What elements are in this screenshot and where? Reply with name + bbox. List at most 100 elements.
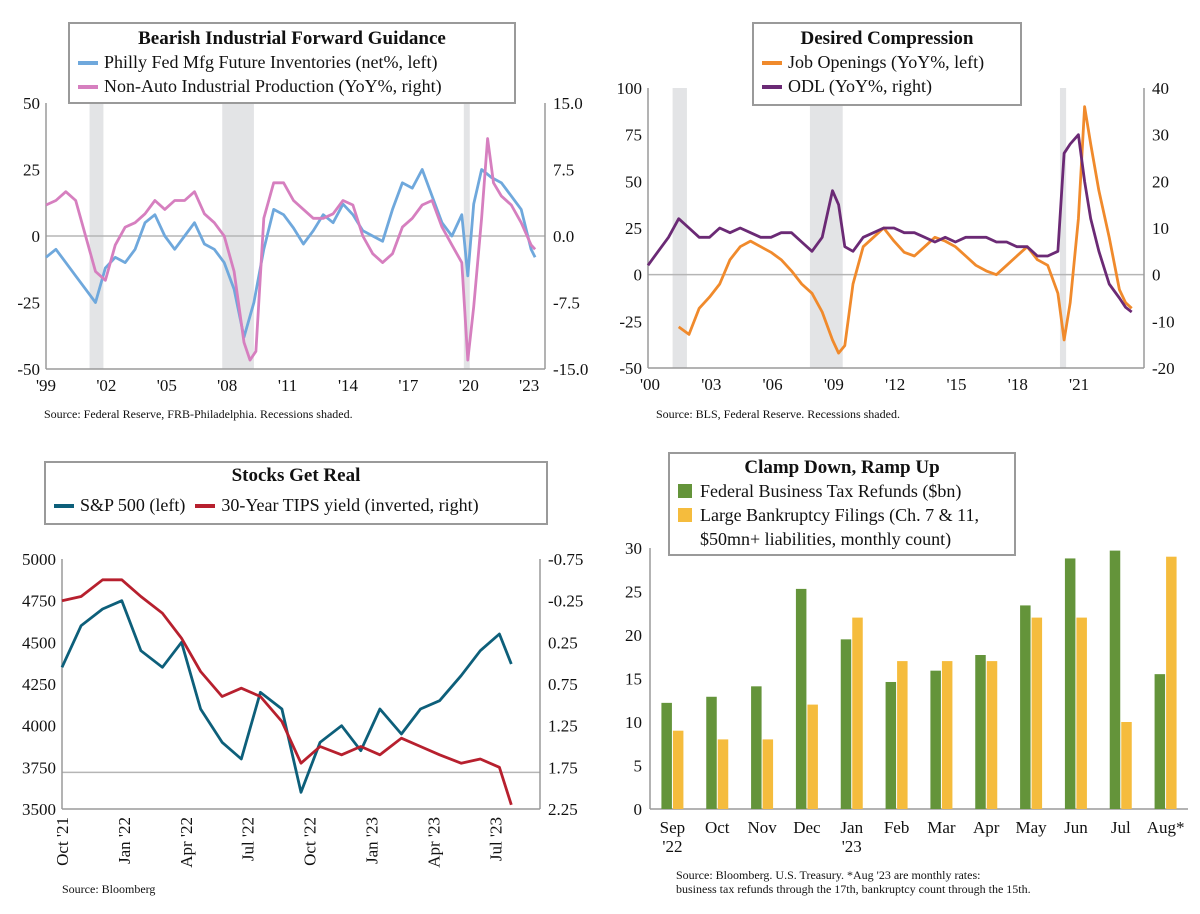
legend-label: $50mn+ liabilities, monthly count) — [700, 529, 952, 549]
y-right-tick-label: 7.5 — [553, 161, 574, 180]
x-tick-label: '02 — [96, 376, 116, 395]
y-right-tick-label: 15.0 — [553, 94, 583, 113]
y-tick-label: 15 — [625, 670, 642, 689]
y-right-tick-label: 2.25 — [548, 800, 578, 819]
y-left-tick-label: 4750 — [22, 592, 56, 611]
y-left-tick-label: 0 — [634, 266, 643, 285]
y-tick-label: 0 — [634, 800, 643, 819]
y-right-tick-label: 0.0 — [553, 227, 574, 246]
legend-swatch — [78, 61, 98, 65]
x-tick-label: Apr '22 — [177, 817, 196, 868]
chart-title: Desired Compression — [800, 28, 974, 49]
x-tick-label: '23 — [842, 837, 862, 856]
x-tick-label: '09 — [824, 375, 844, 394]
y-right-tick-label: 1.75 — [548, 758, 578, 777]
legend-label: Philly Fed Mfg Future Inventories (net%,… — [104, 52, 438, 72]
x-tick-label: Apr — [973, 818, 1000, 837]
x-tick-label: Oct — [705, 818, 730, 837]
recession-shade — [1059, 88, 1067, 368]
chart-title: Bearish Industrial Forward Guidance — [138, 28, 446, 49]
bar — [1020, 605, 1031, 809]
chart-title: Clamp Down, Ramp Up — [744, 457, 940, 478]
panel-industrial-guidance: 50 25 0 -25 -50 15.0 7.5 0.0 -7.5 -15.0 '99 '02 '05 '… — [0, 0, 600, 430]
legend-item-tax-refunds: Federal Business Tax Refunds ($bn) — [678, 479, 1006, 503]
x-tick-label: '12 — [885, 375, 905, 394]
y-left-tick-label: 4250 — [22, 675, 56, 694]
y-right-tick-label: 0.25 — [548, 633, 578, 652]
y-right-tick-label: 1.25 — [548, 717, 578, 736]
legend-box: Desired Compression Job Openings (YoY%, … — [752, 22, 1022, 106]
legend-label: Federal Business Tax Refunds ($bn) — [700, 481, 962, 501]
legend-label: Non-Auto Industrial Production (YoY%, ri… — [104, 76, 442, 96]
bar — [762, 739, 774, 809]
bar — [1154, 674, 1166, 809]
bar — [986, 661, 998, 809]
y-tick-label: 10 — [625, 713, 642, 732]
x-tick-label: '23 — [519, 376, 539, 395]
y-tick-label: 25 — [625, 583, 642, 602]
bar — [840, 639, 852, 809]
legend-swatch — [762, 85, 782, 89]
recession-shade — [672, 88, 687, 368]
y-tick-label: 5 — [634, 757, 643, 776]
y-left-tick-label: 0 — [32, 227, 41, 246]
y-right-tick-label: -7.5 — [553, 294, 580, 313]
source-line: Source: Bloomberg. U.S. Treasury. *Aug '… — [676, 868, 981, 882]
y-left-tick-label: -50 — [619, 359, 642, 378]
y-tick-label: 20 — [625, 626, 642, 645]
bar — [661, 702, 672, 809]
bar — [941, 661, 953, 809]
chart-clamp-down: 30 25 20 15 10 5 0 Sep'22 Oct Nov Dec Jan'23 Feb Mar A… — [625, 539, 1188, 856]
x-tick-label: Jan — [840, 818, 863, 837]
legend-label: Job Openings (YoY%, left) — [788, 52, 985, 72]
legend-swatch — [78, 85, 98, 89]
panel-stocks-get-real: 5000 4750 4500 4250 4000 3750 3500 -0.75 -0.25 0.… — [0, 455, 600, 914]
x-tick-label: Aug* — [1147, 818, 1185, 837]
legend-box: Stocks Get Real S&P 500 (left) 30-Year T… — [44, 461, 548, 525]
x-tick-label: '99 — [36, 376, 56, 395]
legend-item-odl: ODL (YoY%, right) — [762, 74, 1012, 98]
legend-item-bankruptcies: Large Bankruptcy Filings (Ch. 7 & 11, — [678, 503, 1006, 527]
x-tick-label: '00 — [640, 375, 660, 394]
y-left-tick-label: 4500 — [22, 633, 56, 652]
legend-box: Bearish Industrial Forward Guidance Phil… — [68, 22, 516, 104]
x-tick-label: '05 — [157, 376, 177, 395]
y-right-tick-label: 10 — [1152, 219, 1169, 238]
x-tick-label: '20 — [459, 376, 479, 395]
source-note: Source: BLS, Federal Reserve. Recessions… — [656, 407, 900, 421]
source-note: Source: Bloomberg. U.S. Treasury. *Aug '… — [676, 868, 1031, 896]
bar — [897, 661, 908, 809]
x-tick-label: Jan '23 — [363, 817, 382, 864]
series-line — [45, 137, 537, 362]
source-note: Source: Bloomberg — [62, 882, 156, 896]
legend-label: 30-Year TIPS yield (inverted, right) — [221, 495, 479, 515]
legend-swatch — [195, 504, 216, 508]
bar — [852, 617, 863, 809]
x-tick-label: '15 — [946, 375, 966, 394]
y-left-tick-label: 3750 — [22, 758, 56, 777]
source-note: Source: Federal Reserve, FRB-Philadelphi… — [44, 407, 353, 421]
legend-item-bankruptcies-cont: $50mn+ liabilities, monthly count) — [678, 527, 1006, 551]
y-right-tick-label: 30 — [1152, 126, 1169, 145]
x-tick-label: Apr '23 — [424, 817, 443, 868]
y-tick-label: 30 — [625, 539, 642, 558]
y-left-tick-label: 100 — [617, 79, 643, 98]
bar — [706, 696, 717, 809]
y-left-tick-label: 75 — [625, 126, 642, 145]
y-left-tick-label: -25 — [17, 294, 40, 313]
x-tick-label: Oct '22 — [301, 817, 320, 866]
y-left-tick-label: -25 — [619, 312, 642, 331]
x-tick-label: Jul '23 — [486, 817, 505, 861]
x-tick-label: Feb — [884, 818, 910, 837]
y-left-tick-label: 50 — [625, 172, 642, 191]
y-left-tick-label: 50 — [23, 94, 40, 113]
x-tick-label: Jun — [1064, 818, 1088, 837]
x-tick-label: May — [1015, 818, 1047, 837]
legend-item-job-openings: Job Openings (YoY%, left) — [762, 50, 1012, 74]
legend-label: Large Bankruptcy Filings (Ch. 7 & 11, — [700, 505, 979, 525]
x-tick-label: Jul '22 — [239, 817, 258, 861]
bar — [1031, 617, 1043, 809]
panel-desired-compression: 100 75 50 25 0 -25 -50 40 30 20 10 0 -10 -20'00'03'06… — [600, 0, 1200, 430]
x-tick-label: '06 — [763, 375, 783, 394]
bar — [1109, 550, 1121, 809]
